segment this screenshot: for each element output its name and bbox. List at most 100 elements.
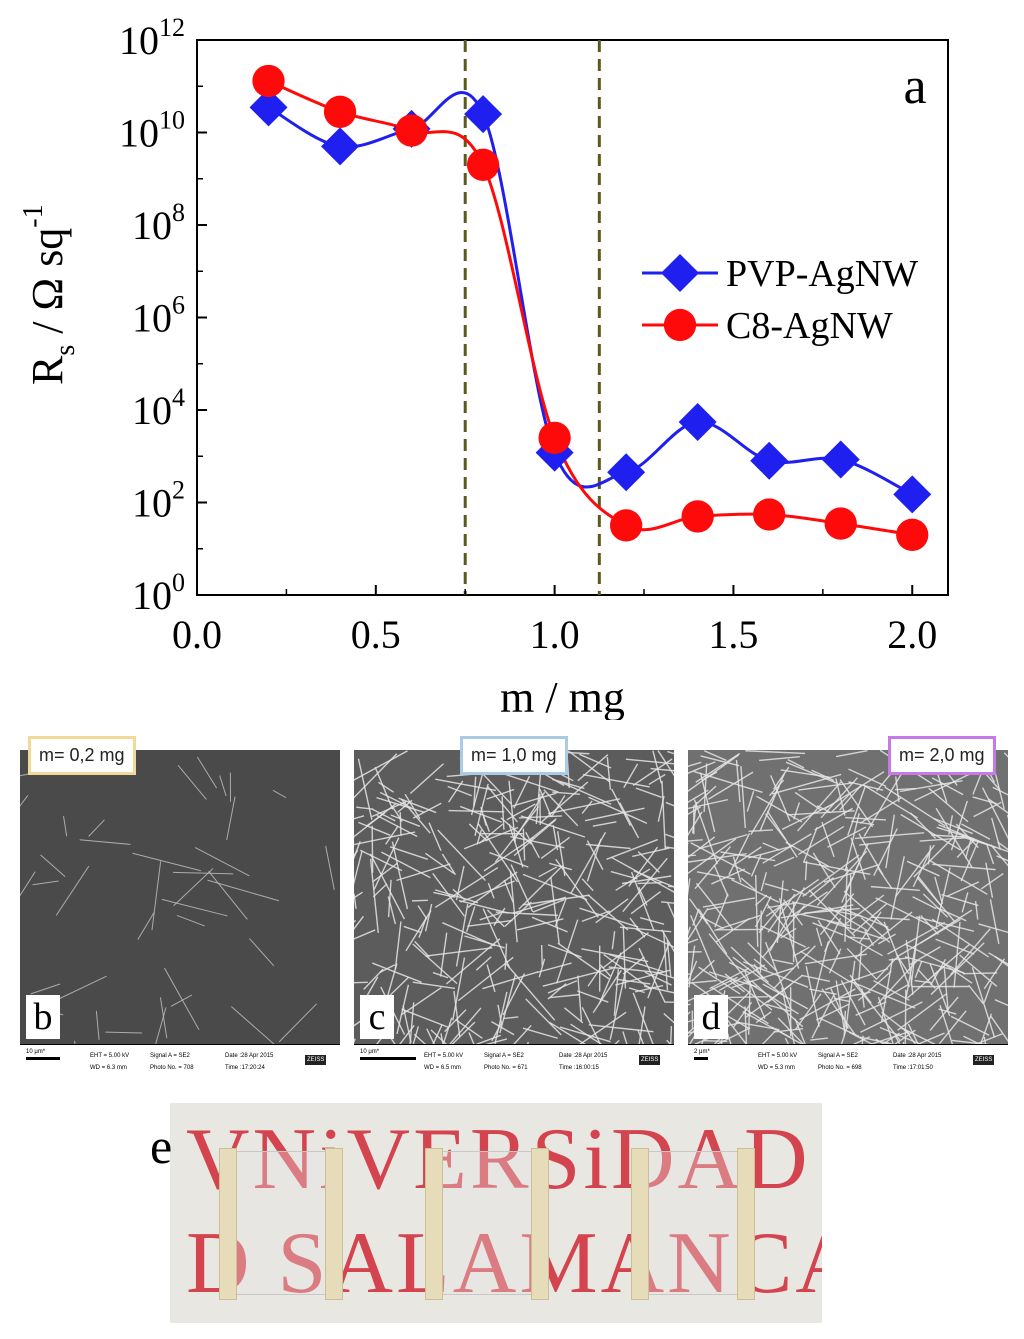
nanowire [207,879,280,902]
nanowire [555,919,579,984]
film-sample-1 [219,1148,343,1300]
wd-value: WD = 6.5 mm [424,1065,461,1071]
nanowire [847,936,870,940]
x-axis-label: m / mg [500,673,625,720]
nanowire [799,988,856,1021]
nanowire [916,877,955,922]
nanowire [844,813,860,872]
nanowire [628,846,659,887]
sem-info-bar: 10 μm* EHT = 5.00 kV WD = 6.5 mm Signal … [354,1044,674,1085]
date-value: Date :28 Apr 2015 [225,1053,274,1059]
nanowire [771,773,842,795]
photo-text-line-2: D SALAMANCA [186,1215,822,1312]
nanowire [950,1015,990,1036]
tape-strip [737,1148,755,1300]
nanowire [895,844,935,898]
nanowire [508,823,524,868]
nanowire [718,964,766,992]
nanowire [476,829,483,845]
nanowire [575,1011,627,1048]
sem-background [688,750,1008,1045]
nanowire [552,791,580,796]
nanowire [914,979,932,984]
nanowire [581,878,594,892]
nanowire [428,822,442,851]
mass-badge-b: m= 0,2 mg [28,736,136,775]
nanowire [710,986,769,1025]
nanowire [585,843,631,850]
nanowire [860,916,891,944]
nanowire [857,970,892,1002]
nanowire [376,796,425,814]
nanowire [491,1020,515,1036]
nanowire [773,1027,804,1033]
nanowire [816,805,832,814]
nanowire [657,750,674,777]
nanowire [432,971,449,979]
nanowire [761,904,806,959]
nanowire [688,798,729,810]
nanowire [506,803,536,821]
sem-panel-c: c 10 μm* EHT = 5.00 kV WD = 6.5 mm Signa… [354,750,674,1085]
nanowire [841,861,861,903]
nanowire [617,978,651,985]
nanowire [961,892,969,913]
nanowire [510,835,565,849]
nanowire [713,864,729,897]
nanowire [688,945,696,988]
nanowire [79,839,131,845]
nanowire [401,1008,449,1028]
nanowire [873,980,910,1001]
photo-text-line-1: VNiVERSiDAD [186,1111,811,1208]
data-point-c8-agnw [538,421,571,454]
nanowire [577,754,609,782]
nanowire [997,841,1008,851]
nanowire [730,946,770,984]
nanowire [657,972,674,979]
zeiss-logo: ZEISS [639,1055,661,1065]
nanowire [988,798,1008,814]
nanowire [467,871,518,909]
zeiss-logo: ZEISS [973,1055,995,1065]
nanowire [728,961,751,975]
nanowire [762,842,781,851]
panel-label-a: a [903,58,926,115]
nanowire [522,894,590,906]
nanowire [766,1003,791,1012]
nanowire [354,981,368,984]
nanowire [468,823,488,842]
nanowire [815,927,823,947]
nanowire [455,903,469,967]
nanowire [766,810,798,858]
y-tick-label: 100 [132,568,185,618]
nanowire [661,780,667,850]
nanowire [363,968,384,990]
signal-value: Signal A = SE2 [150,1053,190,1059]
nanowire [527,818,557,842]
nanowire [667,902,674,919]
nanowire [870,885,920,892]
nanowire [633,870,674,888]
nanowire [459,805,502,823]
eht-value: EHT = 5.00 kV [424,1053,464,1059]
nanowire [821,988,857,1037]
nanowire [755,894,768,906]
nanowire [621,875,672,885]
nanowire [854,911,913,959]
data-point-pvp-agnw [464,95,503,134]
nanowire [931,918,989,958]
nanowire [920,915,939,935]
nanowire [855,1001,887,1016]
nanowire [759,755,800,762]
nanowire [502,1016,519,1020]
nanowire [843,1010,847,1037]
nanowire [354,831,416,846]
sem-panel-b: b 10 μm* EHT = 5.00 kV WD = 6.3 mm Signa… [20,750,340,1085]
nanowire [825,968,889,991]
data-point-c8-agnw [824,507,857,540]
nanowire [452,957,466,1021]
nanowire [482,908,511,969]
nanowire [588,796,648,824]
nanowire [20,795,29,807]
nanowire [981,787,1008,840]
